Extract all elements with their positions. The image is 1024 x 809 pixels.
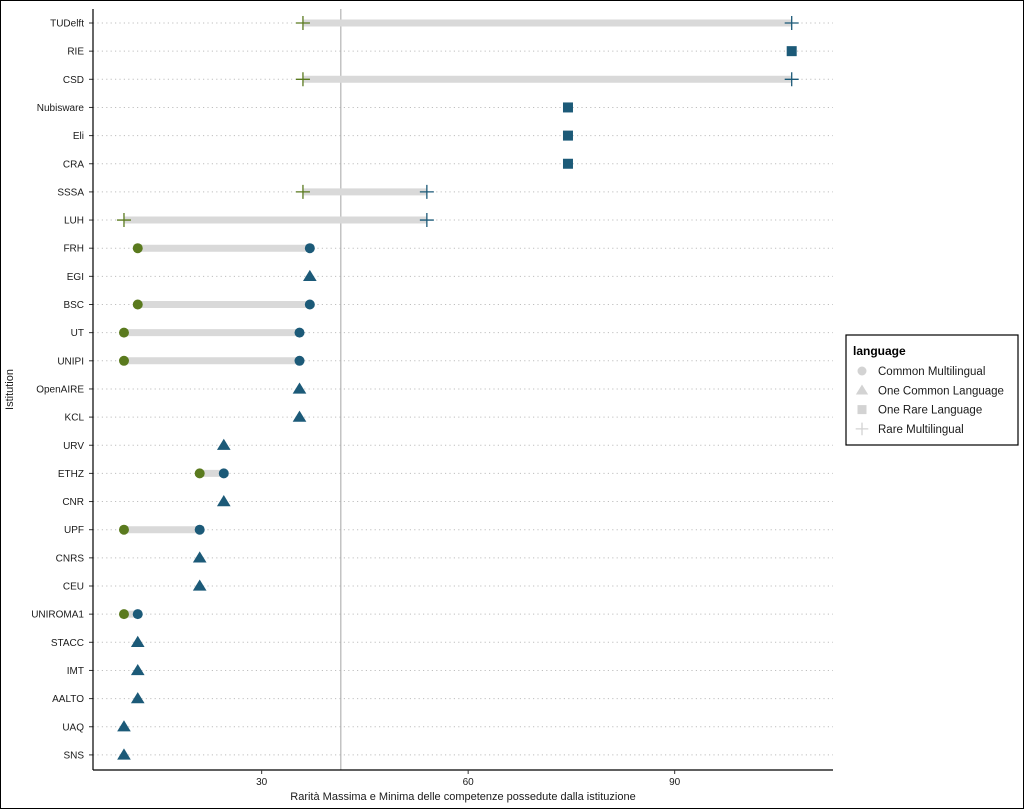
y-tick-label: CNR: [62, 497, 84, 508]
data-points: [116, 16, 799, 760]
max-point: [216, 495, 231, 507]
y-tick-labels: TUDelft RIE CSD Nubisware Eli CRA SSSA LUH FRH EG…: [31, 19, 84, 762]
max-point: [784, 72, 799, 87]
max-point: [419, 184, 434, 199]
min-point: [295, 16, 310, 30]
legend-label: One Rare Language: [878, 405, 982, 417]
min-point: [118, 355, 129, 366]
axes: [89, 9, 833, 774]
y-tick-label: AALTO: [52, 694, 84, 705]
max-point: [117, 748, 131, 760]
y-tick-label: CEU: [63, 582, 84, 593]
min-point: [194, 468, 205, 479]
y-tick-label: RIE: [67, 47, 84, 58]
max-point: [194, 524, 205, 535]
y-tick-label: ETHZ: [58, 469, 84, 480]
y-tick-label: FRH: [63, 244, 84, 255]
y-tick-label: UNIPI: [57, 356, 84, 367]
min-point: [118, 609, 129, 620]
y-tick-label: OpenAIRE: [36, 384, 84, 395]
y-tick-label: TUDelft: [50, 19, 84, 30]
y-tick-label: Nubisware: [37, 103, 85, 114]
max-point: [294, 327, 305, 338]
max-point: [786, 46, 797, 57]
grid-lines: [93, 22, 833, 756]
max-point: [562, 158, 573, 169]
max-point: [292, 410, 307, 422]
max-point: [216, 438, 231, 450]
y-tick-label: CSD: [63, 75, 84, 86]
min-point: [118, 524, 129, 535]
min-point: [118, 327, 129, 338]
y-tick-label: LUH: [64, 216, 84, 227]
legend-key-square-icon: [857, 405, 867, 415]
max-point: [419, 213, 434, 228]
x-tick-label: 30: [256, 777, 268, 788]
y-tick-label: BSC: [63, 300, 84, 311]
y-tick-label: IMT: [67, 666, 84, 677]
max-point: [117, 720, 131, 732]
min-point: [116, 213, 131, 228]
y-tick-label: Eli: [73, 131, 84, 142]
max-point: [304, 243, 315, 254]
max-point: [192, 579, 207, 591]
min-point: [295, 184, 310, 199]
y-axis-title: Istitution: [4, 369, 16, 410]
y-tick-label: URV: [63, 441, 84, 452]
min-point: [132, 299, 143, 310]
max-point: [130, 692, 145, 704]
x-tick-labels: 30 60 90: [256, 777, 681, 788]
legend-key-circle-icon: [857, 366, 867, 376]
legend: language Common Multilingual One Common L…: [845, 334, 1019, 446]
y-tick-label: UAQ: [62, 722, 84, 733]
legend-label: Common Multilingual: [878, 366, 985, 378]
y-tick-label: UT: [71, 328, 84, 339]
max-point: [218, 468, 229, 479]
x-tick-label: 60: [463, 777, 475, 788]
y-tick-label: STACC: [51, 638, 84, 649]
legend-items: Common Multilingual One Common Language On…: [855, 366, 1004, 436]
y-tick-label: EGI: [67, 272, 84, 283]
y-tick-label: CNRS: [56, 553, 85, 564]
max-point: [562, 130, 573, 141]
x-axis-title: Rarità Massima e Minima delle competenze…: [290, 791, 635, 803]
max-point: [303, 269, 317, 282]
legend-key-triangle-icon: [855, 384, 869, 395]
min-point: [132, 243, 143, 254]
max-point: [562, 102, 573, 113]
y-tick-label: CRA: [63, 159, 84, 170]
max-point: [130, 663, 145, 676]
max-point: [292, 382, 307, 394]
max-point: [784, 16, 799, 30]
y-tick-label: SNS: [63, 750, 84, 761]
max-point: [130, 635, 145, 647]
max-point: [304, 299, 315, 310]
legend-key-plus-icon: [855, 422, 869, 436]
legend-label: One Common Language: [878, 385, 1004, 397]
legend-box: [845, 334, 1019, 446]
min-point: [295, 72, 310, 87]
y-tick-label: SSSA: [57, 187, 84, 198]
range-segments: [123, 19, 792, 618]
y-tick-label: UNIROMA1: [31, 610, 84, 621]
max-point: [192, 551, 207, 563]
max-point: [294, 355, 305, 366]
x-tick-label: 90: [669, 777, 681, 788]
legend-label: Rare Multilingual: [878, 424, 964, 436]
max-point: [132, 609, 143, 620]
y-tick-label: KCL: [65, 413, 85, 424]
y-tick-label: UPF: [64, 525, 84, 536]
legend-title: language: [853, 344, 906, 358]
